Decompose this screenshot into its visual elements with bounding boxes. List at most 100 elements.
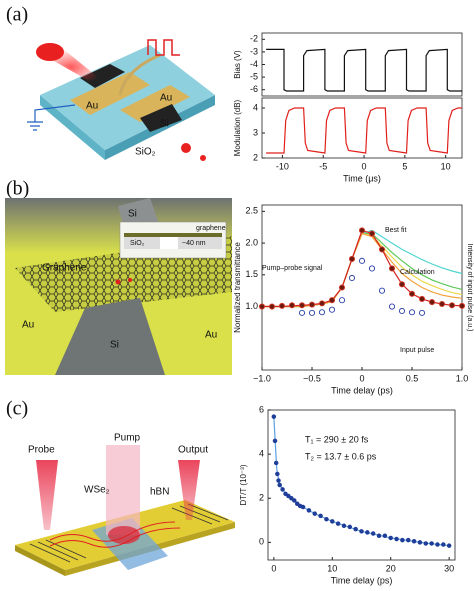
data-point <box>438 300 446 308</box>
data-point <box>289 495 294 501</box>
data-point <box>348 255 356 262</box>
label: SiO₂ <box>135 147 156 158</box>
label: Probe <box>28 445 55 456</box>
data-point <box>292 498 297 503</box>
x-axis-label: Time (μs) <box>343 173 381 183</box>
data-point <box>276 478 281 483</box>
y-tick-label: 1.0 <box>245 301 258 311</box>
data-point <box>308 309 316 316</box>
data-point <box>382 533 388 538</box>
y-tick-label: 6 <box>259 404 264 414</box>
data-point <box>306 508 312 513</box>
data-point <box>324 516 329 522</box>
data-point <box>298 309 306 316</box>
x-tick-label: -5 <box>319 161 327 171</box>
y-axis-label: Normalized transmittance <box>233 242 242 333</box>
data-point <box>423 541 429 546</box>
y-tick-label: 3 <box>253 127 258 137</box>
x-tick-label: 0 <box>359 373 364 383</box>
data-point <box>406 537 411 543</box>
graphene-illustration: Si graphene Graphene SiO₂ ~40 nm Au Si A… <box>5 198 232 375</box>
data-point <box>429 541 434 546</box>
annotation: T₁ = 290 ± 20 fs <box>305 434 369 444</box>
label: Graphene <box>42 263 87 274</box>
x-tick-label: -10 <box>276 161 289 171</box>
annotation: T₂ = 13.7 ± 0.6 ps <box>305 451 377 461</box>
data-point <box>347 524 353 530</box>
y-tick-label: 4 <box>259 448 264 458</box>
data-point <box>288 302 296 309</box>
data-point <box>418 309 426 316</box>
panel-label: (a) <box>6 4 28 26</box>
label: Au <box>205 330 217 341</box>
plot-frame <box>267 409 456 561</box>
data-point <box>458 302 466 309</box>
data-point <box>378 287 386 294</box>
label: Si <box>110 340 119 351</box>
data-point <box>358 227 366 234</box>
label: Au <box>22 320 34 331</box>
data-point <box>275 471 280 477</box>
data-point <box>286 493 291 499</box>
label: Pump <box>114 433 141 444</box>
label: Output <box>178 445 208 456</box>
data-point <box>341 523 347 529</box>
data-point <box>312 511 318 516</box>
data-point <box>300 504 306 510</box>
data-point <box>268 303 276 310</box>
data-point <box>318 300 326 307</box>
data-point <box>359 529 364 534</box>
label: Si <box>128 209 137 220</box>
series-line <box>266 48 462 92</box>
series-line <box>266 107 462 154</box>
data-point <box>280 487 285 492</box>
data-point <box>435 542 440 547</box>
data-point <box>365 530 370 535</box>
label: WSe₂ <box>84 485 110 496</box>
y-tick-label: -5 <box>250 71 258 81</box>
data-point <box>358 257 366 264</box>
data-point <box>376 533 382 538</box>
data-point <box>411 539 417 544</box>
data-point <box>278 302 286 309</box>
data-point <box>441 542 446 547</box>
x-tick-label: 30 <box>444 563 454 573</box>
y-tick-label: 4 <box>253 102 258 112</box>
data-point <box>318 513 323 519</box>
annotation: Pump–probe signal <box>262 265 323 272</box>
annotation: Best fit <box>385 227 406 234</box>
data-point <box>353 526 358 532</box>
data-point <box>368 265 376 272</box>
x-tick-label: −0.5 <box>303 373 321 383</box>
data-point <box>428 299 436 306</box>
label: Au <box>86 101 98 112</box>
y-tick-label: 2.0 <box>245 237 258 247</box>
x-tick-label: 0.5 <box>406 373 419 383</box>
plot-frame <box>261 32 463 97</box>
x-axis-label: Time delay (ps) <box>331 385 393 395</box>
data-point <box>398 307 406 315</box>
data-point <box>328 306 336 313</box>
x-tick-label: 0 <box>362 161 367 171</box>
data-point <box>277 482 282 488</box>
y2-axis-label: Intensity of input pulse (a.u.) <box>466 244 473 332</box>
data-point <box>271 414 277 419</box>
y-tick-label: 1.5 <box>245 269 258 279</box>
data-point <box>418 295 426 302</box>
data-point <box>394 536 399 542</box>
data-point <box>308 301 316 308</box>
x-tick-label: 5 <box>402 161 407 171</box>
data-point <box>298 302 306 309</box>
label: Si <box>160 119 169 130</box>
x-tick-label: 20 <box>386 563 396 573</box>
data-point <box>335 521 341 526</box>
data-point <box>408 290 416 297</box>
data-point <box>446 543 452 548</box>
data-point <box>348 274 356 282</box>
y-tick-label: -4 <box>250 59 258 69</box>
data-point <box>398 281 406 288</box>
panel-label: (c) <box>6 398 28 420</box>
wse2-illustration: Probe Pump Output WSe₂ hBN <box>15 433 235 576</box>
annotation: Calculation <box>400 269 435 276</box>
